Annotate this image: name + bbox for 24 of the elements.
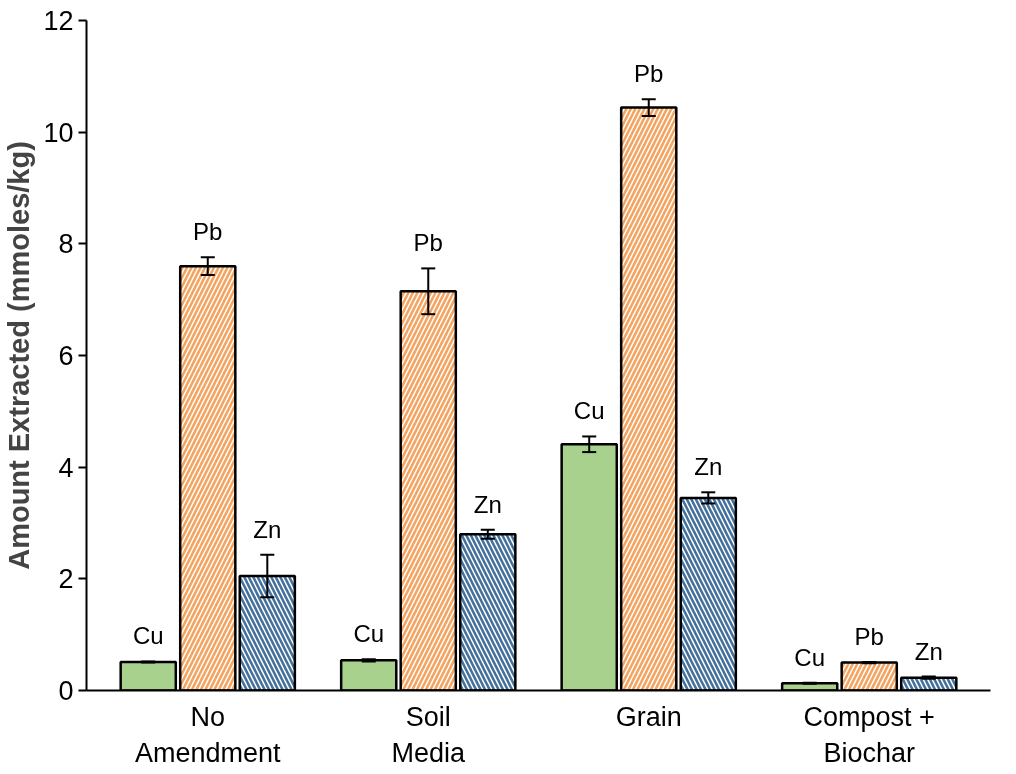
x-tick-label: Soil Media <box>391 701 467 768</box>
y-tick-label: 10 <box>43 117 74 148</box>
text: Zn <box>694 453 723 481</box>
series-label: Zn <box>914 637 943 665</box>
y-tick-label: 8 <box>58 229 74 260</box>
text: Zn <box>253 515 282 543</box>
text: Zn <box>473 490 502 518</box>
text: Pb <box>193 218 223 246</box>
text: Pb <box>634 60 664 88</box>
y-tick-label: 4 <box>58 452 74 483</box>
x-tick-label: Grain <box>615 701 682 732</box>
series-label: Cu <box>132 622 164 650</box>
y-tick-label: 12 <box>43 6 74 36</box>
text: Cu <box>353 620 385 648</box>
y-tick-label: 2 <box>58 564 74 595</box>
series-label: Pb <box>854 623 884 651</box>
y-tick-label: 0 <box>58 676 74 706</box>
y-axis-title: Amount Extracted (mmoles/kg) <box>3 141 36 570</box>
x-tick-label: No Amendment <box>134 701 282 768</box>
text: Pb <box>413 229 443 257</box>
text: Cu <box>794 643 826 671</box>
text: Cu <box>573 397 605 425</box>
x-tick-label: Compost + Biochar <box>803 701 935 768</box>
y-tick-label: 6 <box>58 341 74 371</box>
